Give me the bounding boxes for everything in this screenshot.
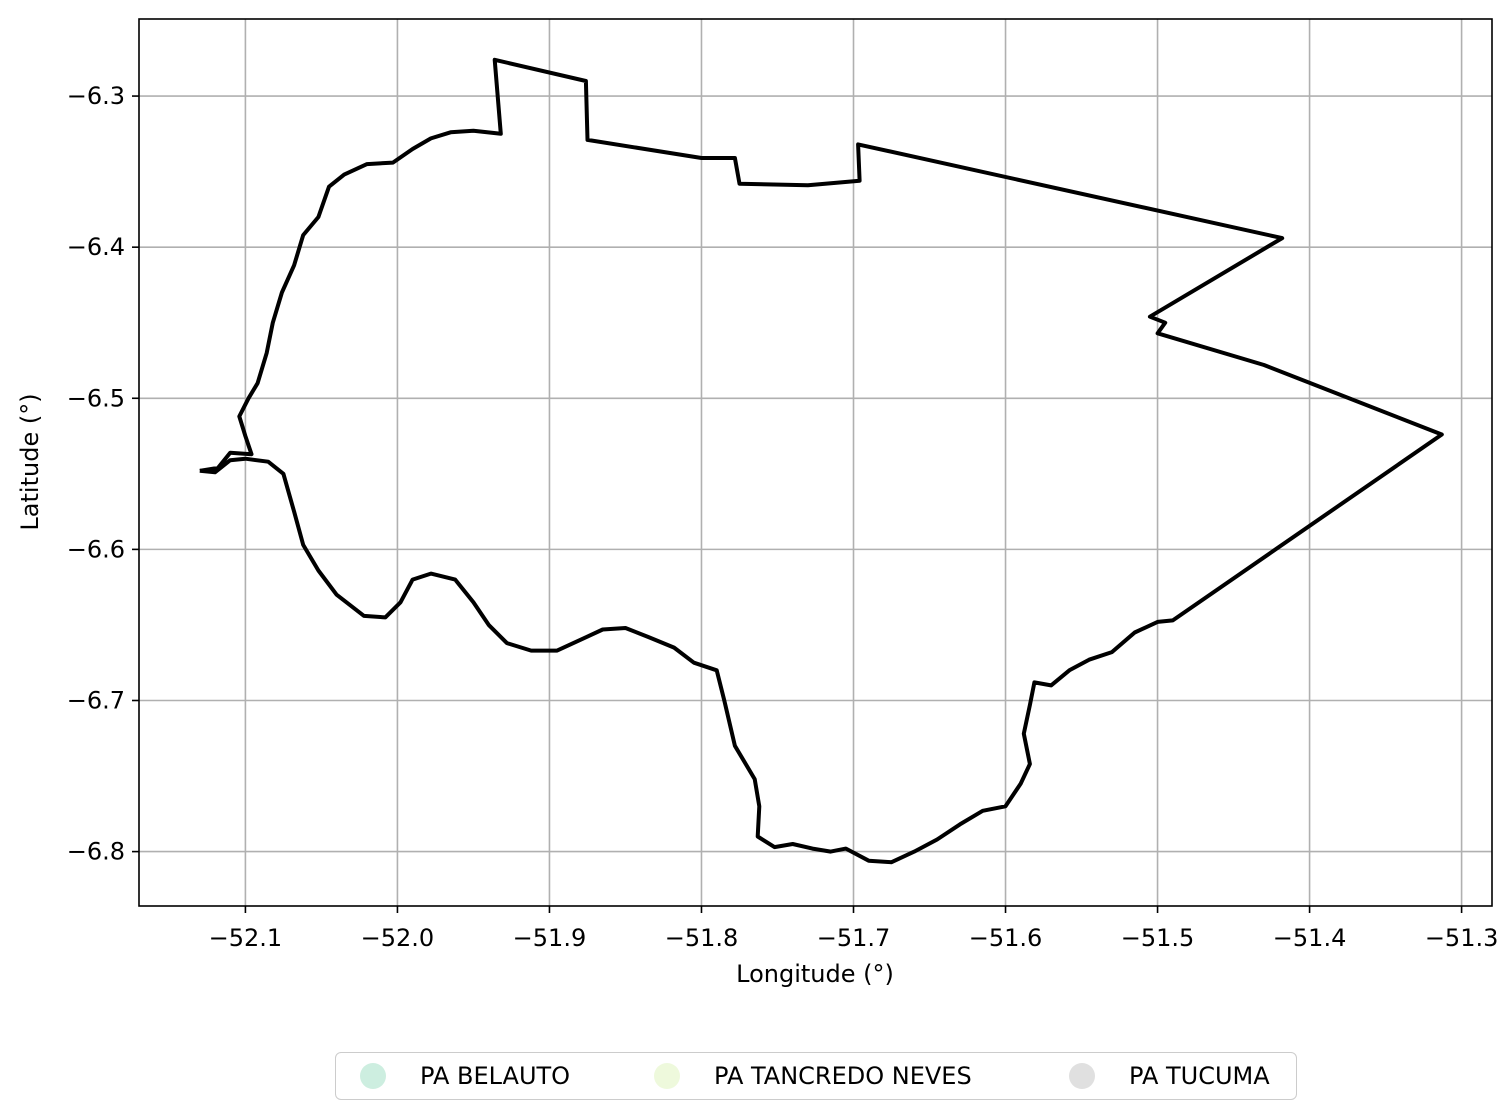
x-ticks: −52.1 −52.0 −51.9 −51.8 −51.7 −51.6 −51.5 −51.4… <box>209 906 1499 952</box>
plot-frame <box>138 18 1493 907</box>
y-ticks: −6.3 −6.4 −6.5 −6.6 −6.7 −6.8 <box>67 82 139 866</box>
legend-item-tucuma: PA TUCUMA <box>1069 1053 1270 1099</box>
gridlines <box>139 19 1492 906</box>
x-tick-label: −52.0 <box>361 924 435 952</box>
legend-label-tancredo-neves: PA TANCREDO NEVES <box>714 1062 972 1090</box>
y-tick-label: −6.3 <box>67 82 125 110</box>
y-tick-label: −6.7 <box>67 686 125 714</box>
legend-item-belauto: PA BELAUTO <box>360 1053 570 1099</box>
x-tick-label: −51.7 <box>817 924 891 952</box>
x-tick-label: −52.1 <box>209 924 283 952</box>
legend-marker-tancredo-neves <box>654 1063 680 1089</box>
legend-label-tucuma: PA TUCUMA <box>1129 1062 1270 1090</box>
boundary-layer <box>199 57 1444 865</box>
legend-marker-tucuma <box>1069 1063 1095 1089</box>
x-tick-label: −51.6 <box>969 924 1043 952</box>
y-tick-label: −6.4 <box>67 233 125 261</box>
legend-item-tancredo-neves: PA TANCREDO NEVES <box>654 1053 972 1099</box>
legend-label-belauto: PA BELAUTO <box>420 1062 571 1090</box>
y-axis-label: Latitude (°) <box>16 393 44 530</box>
y-tick-label: −6.5 <box>67 384 125 412</box>
legend-marker-belauto <box>360 1063 386 1089</box>
x-tick-label: −51.9 <box>513 924 587 952</box>
y-tick-label: −6.6 <box>67 535 125 563</box>
x-tick-label: −51.5 <box>1121 924 1195 952</box>
x-tick-label: −51.4 <box>1273 924 1347 952</box>
x-axis-label: Longitude (°) <box>736 960 894 988</box>
x-tick-label: −51.8 <box>665 924 739 952</box>
legend: PA BELAUTO PA TANCREDO NEVES PA TUCUMA <box>335 1052 1297 1100</box>
x-tick-label: −51.3 <box>1425 924 1499 952</box>
y-tick-label: −6.8 <box>67 838 125 866</box>
municipality-boundary <box>199 57 1444 865</box>
